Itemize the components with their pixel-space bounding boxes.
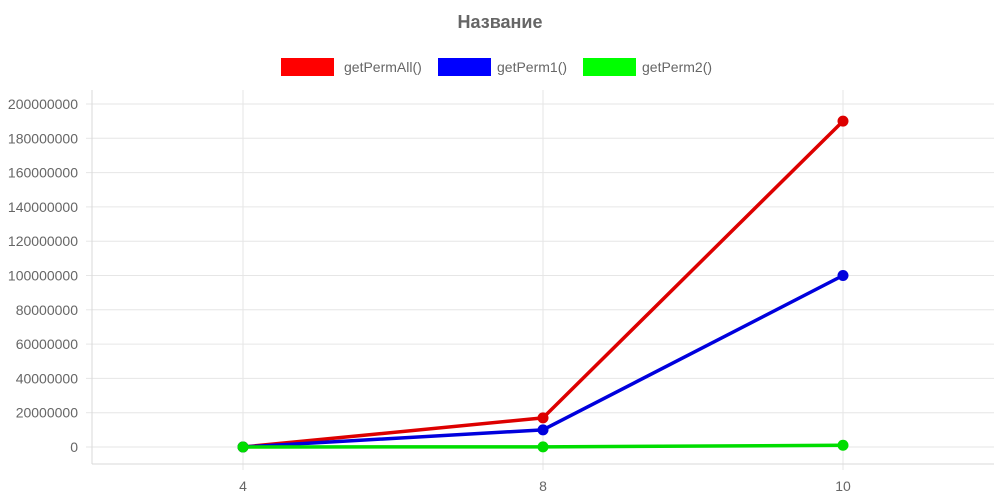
data-point[interactable]	[837, 270, 849, 281]
y-tick-label: 160000000	[8, 165, 78, 181]
y-tick-label: 40000000	[16, 370, 79, 386]
y-tick-label: 20000000	[16, 405, 79, 421]
chart-title: Название	[458, 12, 543, 32]
legend-swatch	[583, 58, 636, 76]
y-tick-label: 60000000	[16, 336, 79, 352]
y-tick-label: 0	[70, 439, 78, 455]
series-getperm2	[237, 439, 849, 453]
x-tick-label: 4	[239, 478, 247, 494]
legend-item[interactable]: getPerm1()	[438, 58, 567, 76]
legend-item[interactable]: getPerm2()	[583, 58, 712, 76]
y-tick-label: 200000000	[8, 96, 78, 112]
data-point[interactable]	[537, 412, 549, 424]
y-tick-label: 80000000	[16, 302, 79, 318]
chart-axes: 0 20000000 40000000 60000000 80000000 1000000…	[8, 90, 994, 494]
data-point[interactable]	[837, 115, 849, 127]
data-point[interactable]	[537, 441, 549, 453]
y-tick-label: 100000000	[8, 268, 78, 284]
chart-legend: getPermAll() getPerm1() getPerm2()	[281, 58, 712, 76]
legend-swatch	[281, 58, 334, 76]
chart-grid	[86, 90, 994, 470]
x-tick-label: 8	[539, 478, 547, 494]
data-point[interactable]	[837, 439, 849, 451]
data-point[interactable]	[537, 424, 549, 436]
data-point[interactable]	[237, 441, 249, 453]
legend-label: getPermAll()	[344, 59, 422, 75]
y-tick-label: 120000000	[8, 233, 78, 249]
legend-swatch	[438, 58, 491, 76]
y-tick-label: 180000000	[8, 130, 78, 146]
legend-item[interactable]: getPermAll()	[281, 58, 422, 76]
chart-series	[237, 115, 849, 453]
legend-label: getPerm2()	[642, 59, 712, 75]
y-tick-label: 140000000	[8, 199, 78, 215]
x-tick-label: 10	[835, 478, 851, 494]
legend-label: getPerm1()	[497, 59, 567, 75]
